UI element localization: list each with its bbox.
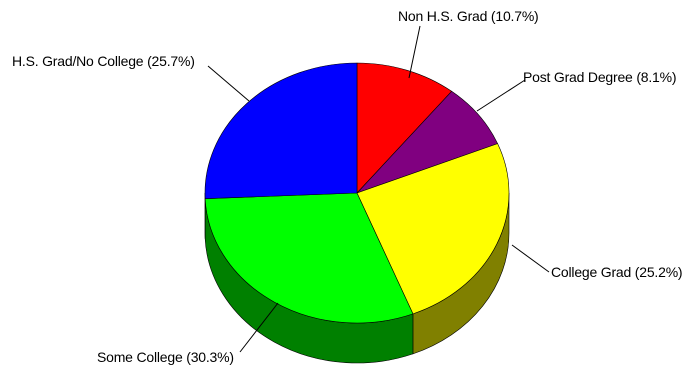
leader-lines-layer — [207, 25, 550, 353]
pie-tops-layer — [204, 62, 510, 324]
label-non-h-s-grad: Non H.S. Grad (10.7%) — [398, 8, 539, 24]
leader-line-non-h-s-grad — [408, 25, 421, 79]
leader-line-some-college — [239, 302, 279, 353]
label-h-s-grad-no-college: H.S. Grad/No College (25.7%) — [12, 53, 195, 69]
slice-some-college — [204, 192, 414, 324]
labels-layer: Non H.S. Grad (10.7%) Post Grad Degree (8… — [12, 8, 683, 365]
label-some-college: Some College (30.3%) — [97, 349, 234, 365]
slice-college-grad — [356, 143, 510, 315]
slice-h-s-grad-no-college — [204, 62, 358, 200]
leader-line-college-grad — [511, 244, 550, 273]
leader-line-post-grad-degree — [476, 79, 526, 112]
label-college-grad: College Grad (25.2%) — [551, 264, 682, 280]
slice-non-h-s-grad — [356, 62, 452, 194]
leader-line-h-s-grad-no-college — [207, 65, 250, 102]
label-post-grad-degree: Post Grad Degree (8.1%) — [523, 69, 676, 85]
